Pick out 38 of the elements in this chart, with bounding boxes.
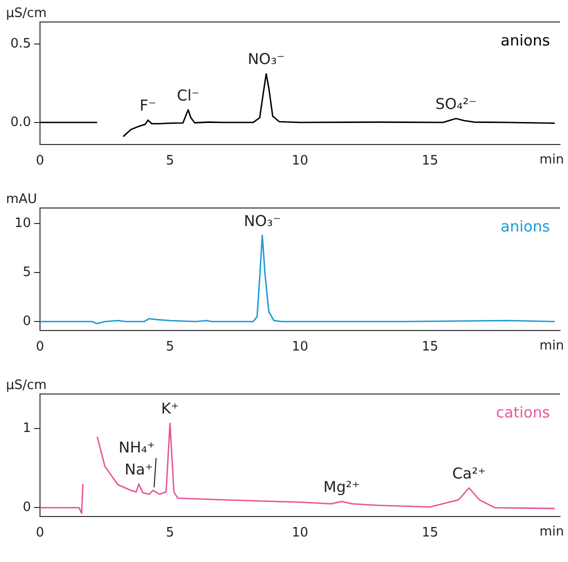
y-tick-label: 10: [14, 216, 31, 232]
x-axis-title: min: [539, 338, 564, 354]
x-tick-label: 5: [166, 154, 174, 169]
annotation: NO₃⁻: [244, 212, 281, 230]
y-tick-label: 0.0: [10, 114, 31, 130]
text: cations: [496, 403, 550, 422]
y-tick-label: 5: [22, 265, 31, 280]
annotation: F⁻: [140, 96, 156, 114]
x-tick-label: 0: [36, 526, 44, 541]
y-tick-label: 0: [22, 500, 31, 516]
annotation: NO₃⁻: [248, 50, 285, 68]
y-tick-label: 0.5: [10, 36, 31, 52]
annotation: SO₄²⁻: [435, 94, 477, 113]
x-tick-label: 15: [422, 526, 438, 541]
y-axis-title: mAU: [6, 192, 38, 207]
y-tick-label: 0: [22, 314, 31, 329]
y-axis-title: μS/cm: [6, 378, 47, 393]
x-tick-label: 10: [292, 526, 308, 541]
x-tick-label: 5: [166, 340, 174, 355]
annotation: Mg²⁺: [323, 478, 360, 496]
x-tick-label: 0: [36, 340, 44, 355]
x-tick-label: 0: [36, 154, 44, 169]
annotation: Ca²⁺: [452, 464, 486, 482]
x-axis-title: min: [539, 524, 564, 540]
x-tick-label: 15: [422, 154, 438, 169]
annotation: NH₄⁺: [118, 438, 156, 456]
x-tick-label: 10: [292, 154, 308, 169]
x-axis-title: min: [539, 152, 564, 168]
annotation: Cl⁻: [176, 86, 200, 104]
y-tick-label: 1: [22, 421, 31, 436]
x-tick-label: 10: [292, 340, 308, 355]
x-tick-label: 15: [422, 340, 438, 355]
x-tick-label: 5: [166, 526, 174, 541]
annotation: K⁺: [161, 400, 179, 418]
y-axis-title: μS/cm: [6, 6, 47, 21]
text: anions: [500, 31, 550, 50]
text: anions: [500, 217, 550, 236]
annotation: Na⁺: [124, 460, 153, 478]
